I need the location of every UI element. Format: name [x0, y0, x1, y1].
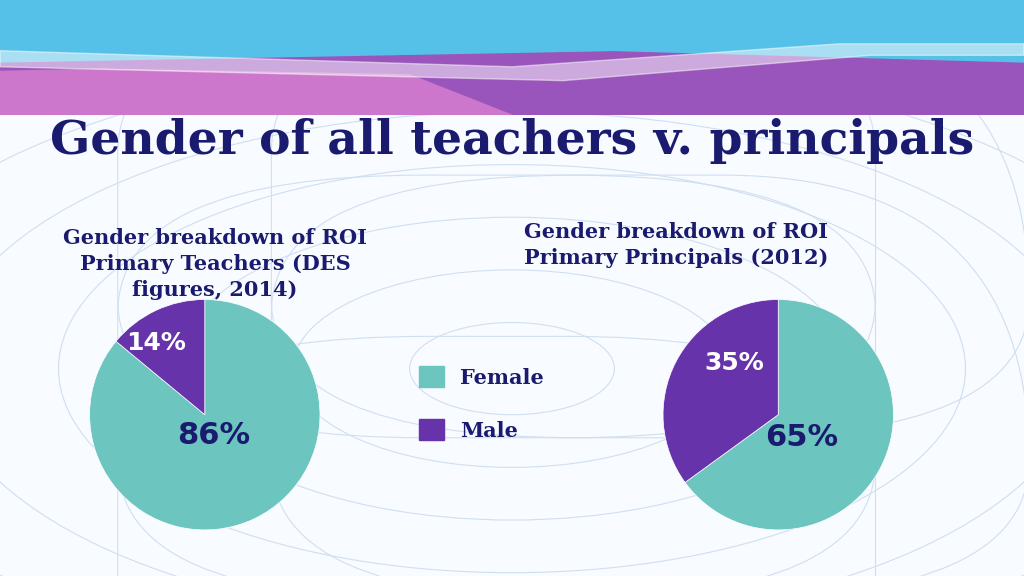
- Polygon shape: [0, 44, 1024, 81]
- Text: Gender breakdown of ROI
Primary Teachers (DES
figures, 2014): Gender breakdown of ROI Primary Teachers…: [63, 228, 367, 300]
- Wedge shape: [664, 300, 778, 483]
- Wedge shape: [90, 300, 319, 530]
- Text: Gender of all teachers v. principals: Gender of all teachers v. principals: [50, 118, 974, 164]
- Wedge shape: [116, 300, 205, 415]
- Polygon shape: [0, 52, 1024, 115]
- Text: 14%: 14%: [127, 331, 186, 355]
- Text: Gender breakdown of ROI
Primary Principals (2012): Gender breakdown of ROI Primary Principa…: [523, 222, 828, 268]
- Legend: Female, Male: Female, Male: [397, 345, 565, 461]
- Text: 86%: 86%: [177, 421, 251, 450]
- Text: 35%: 35%: [705, 351, 764, 375]
- Polygon shape: [0, 69, 512, 115]
- Wedge shape: [685, 300, 893, 530]
- Text: 65%: 65%: [765, 423, 838, 452]
